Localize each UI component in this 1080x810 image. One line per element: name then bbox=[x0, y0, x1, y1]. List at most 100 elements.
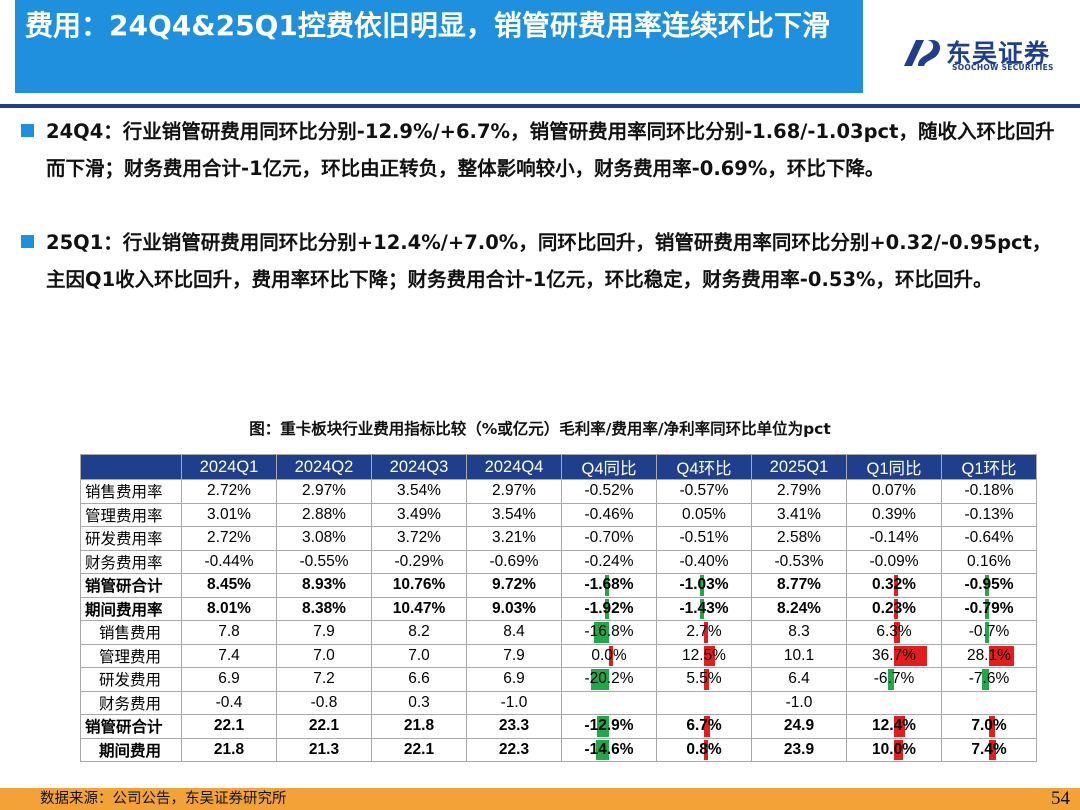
table-cell: 22.1 bbox=[181, 714, 277, 739]
negative-bar bbox=[594, 622, 609, 643]
soochow-logo-icon bbox=[904, 40, 940, 66]
negative-bar bbox=[700, 598, 704, 619]
table-cell: 8.2 bbox=[371, 620, 467, 645]
change-cell: -6.7% bbox=[846, 667, 942, 692]
table-caption: 图：重卡板块行业费用指标比较（%或亿元）毛利率/费用率/净利率同环比单位为pct bbox=[249, 420, 831, 438]
table-cell: -0.14% bbox=[846, 526, 942, 551]
change-cell: -12.9% bbox=[561, 714, 657, 739]
positive-bar bbox=[894, 598, 898, 619]
change-cell: 2.7% bbox=[656, 620, 752, 645]
table-cell: 8.4 bbox=[466, 620, 562, 645]
table-cell: 24.9 bbox=[751, 714, 847, 739]
table-cell: 7.9 bbox=[276, 620, 372, 645]
cell-value: 6.7% bbox=[686, 717, 722, 735]
table-cell: 2.72% bbox=[181, 479, 277, 504]
positive-bar bbox=[609, 645, 613, 666]
table-cell: 8.24% bbox=[751, 596, 847, 621]
table-cell: 3.41% bbox=[751, 502, 847, 527]
table-cell: 23.3 bbox=[466, 714, 562, 739]
row-label: 财务费用率 bbox=[80, 549, 182, 574]
negative-bar bbox=[985, 598, 989, 619]
source-note: 数据来源：公司公告，东吴证券研究所 bbox=[40, 791, 287, 807]
change-cell: -0.7% bbox=[941, 620, 1037, 645]
table-cell bbox=[656, 690, 752, 715]
header-cell: 2024Q3 bbox=[371, 454, 467, 480]
cell-value: 12.5% bbox=[682, 646, 726, 664]
table-cell: 7.4 bbox=[181, 643, 277, 668]
negative-bar bbox=[985, 622, 989, 643]
header-cell: Q1同比 bbox=[846, 454, 942, 480]
table-row: 销售费用率 2.72% 2.97% 3.54% 2.97% -0.52% -0.57% 2.7… bbox=[80, 479, 1037, 504]
table-cell: 0.07% bbox=[846, 479, 942, 504]
table-cell: 0.16% bbox=[941, 549, 1037, 574]
change-cell: 10.0% bbox=[846, 737, 942, 762]
table-cell: 21.8 bbox=[371, 714, 467, 739]
change-cell: 7.4% bbox=[941, 737, 1037, 762]
table-body: 销售费用率 2.72% 2.97% 3.54% 2.97% -0.52% -0.57% 2.7… bbox=[80, 479, 1037, 762]
header-cell: 2024Q2 bbox=[276, 454, 372, 480]
header-cell: Q4同比 bbox=[561, 454, 657, 480]
slide-title: 费用：24Q4&25Q1控费依旧明显，销管研费用率连续环比下滑 bbox=[25, 9, 830, 42]
table-row: 管理费用率 3.01% 2.88% 3.49% 3.54% -0.46% 0.05% 3.41… bbox=[80, 502, 1037, 527]
table-cell: 9.72% bbox=[466, 573, 562, 598]
table-cell: 0.39% bbox=[846, 502, 942, 527]
cell-value: -20.2% bbox=[584, 670, 634, 688]
table-cell: 23.9 bbox=[751, 737, 847, 762]
change-cell: -1.43% bbox=[656, 596, 752, 621]
table-cell: 8.77% bbox=[751, 573, 847, 598]
negative-bar bbox=[605, 598, 609, 619]
positive-bar bbox=[704, 669, 709, 690]
positive-bar bbox=[989, 739, 996, 760]
table-cell: -1.0 bbox=[751, 690, 847, 715]
cell-value: -1.03% bbox=[679, 576, 729, 594]
change-cell: 0.23% bbox=[846, 596, 942, 621]
company-logo: 东吴证券 SOOCHOW SECURITIES bbox=[902, 34, 1072, 74]
row-label: 期间费用率 bbox=[80, 596, 182, 621]
logo-text-cn: 东吴证券 bbox=[946, 39, 1051, 68]
table-cell: 2.97% bbox=[276, 479, 372, 504]
change-cell: -1.68% bbox=[561, 573, 657, 598]
table-cell: 21.8 bbox=[181, 737, 277, 762]
change-cell: 0.32% bbox=[846, 573, 942, 598]
table-cell: 7.9 bbox=[466, 643, 562, 668]
table-cell: 8.01% bbox=[181, 596, 277, 621]
bullet-square-icon bbox=[21, 124, 34, 137]
table-cell: 2.58% bbox=[751, 526, 847, 551]
cell-value: -6.7% bbox=[873, 670, 915, 688]
negative-bar bbox=[597, 716, 609, 737]
table-cell: -0.44% bbox=[181, 549, 277, 574]
positive-bar bbox=[704, 716, 710, 737]
table-cell: 22.1 bbox=[371, 737, 467, 762]
logo-text-en: SOOCHOW SECURITIES bbox=[952, 63, 1054, 72]
cell-value: 28.1% bbox=[967, 646, 1011, 664]
table-cell: 3.54% bbox=[466, 502, 562, 527]
table-cell: 10.47% bbox=[371, 596, 467, 621]
positive-bar bbox=[894, 622, 900, 643]
cell-value: 7.4% bbox=[971, 740, 1007, 758]
table-cell: 3.08% bbox=[276, 526, 372, 551]
positive-bar bbox=[989, 645, 1014, 666]
cell-value: 12.4% bbox=[872, 717, 916, 735]
change-cell: 6.7% bbox=[656, 714, 752, 739]
table-cell: -0.52% bbox=[561, 479, 657, 504]
table-cell: 0.05% bbox=[656, 502, 752, 527]
change-cell: 12.4% bbox=[846, 714, 942, 739]
table-cell bbox=[846, 690, 942, 715]
table-cell: 6.9 bbox=[466, 667, 562, 692]
table-cell: 2.97% bbox=[466, 479, 562, 504]
table-cell: -0.29% bbox=[371, 549, 467, 574]
table-cell: 2.79% bbox=[751, 479, 847, 504]
change-cell: 7.0% bbox=[941, 714, 1037, 739]
cell-value: -0.95% bbox=[964, 576, 1014, 594]
table-cell: 6.4 bbox=[751, 667, 847, 692]
table-cell: 2.72% bbox=[181, 526, 277, 551]
table-cell: 3.72% bbox=[371, 526, 467, 551]
table-cell bbox=[941, 690, 1037, 715]
negative-bar bbox=[985, 575, 989, 596]
change-cell: -1.03% bbox=[656, 573, 752, 598]
change-cell: 0.8% bbox=[656, 737, 752, 762]
cell-value: 2.7% bbox=[686, 623, 722, 641]
cell-value: -16.8% bbox=[584, 623, 634, 641]
table-cell: -0.57% bbox=[656, 479, 752, 504]
cell-value: -12.9% bbox=[584, 717, 634, 735]
